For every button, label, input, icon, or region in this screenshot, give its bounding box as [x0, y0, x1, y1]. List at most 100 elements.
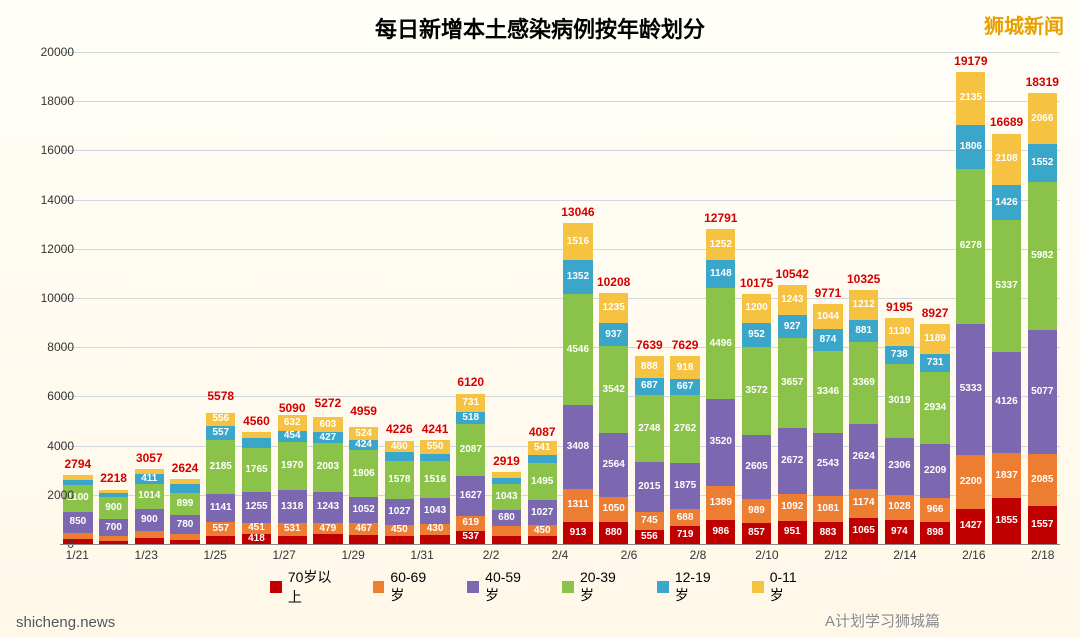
- bar-segment: 2209: [920, 444, 949, 498]
- total-label: 4087: [529, 425, 556, 439]
- x-tick-label: 2/4: [543, 548, 577, 568]
- bar-segment: 619: [456, 516, 485, 531]
- total-label: 10175: [740, 276, 773, 290]
- bar-segment: 3542: [599, 346, 628, 433]
- bar-segment: [242, 438, 271, 448]
- bar-group: 102088801050256435429371235: [596, 52, 632, 544]
- bar-segment: 4126: [992, 352, 1021, 453]
- bar-group: 495946710521906424524: [346, 52, 382, 544]
- bar-segment: 2087: [456, 424, 485, 475]
- bar-segment: [170, 484, 199, 492]
- x-tick-label: [370, 548, 404, 568]
- bar-segment: 1255: [242, 492, 271, 523]
- bar-segment: 603: [313, 417, 342, 432]
- stacked-bar: 71968818752762667918: [670, 356, 699, 544]
- watermark-left: shicheng.news: [16, 614, 115, 631]
- legend-label: 20-39岁: [580, 569, 629, 605]
- legend-item: 40-59岁: [467, 569, 534, 605]
- bar-group: 424143010431516550: [417, 52, 453, 544]
- bar-segment: 467: [349, 523, 378, 534]
- legend-label: 40-59岁: [485, 569, 534, 605]
- bar-group: 408745010271495541: [524, 52, 560, 544]
- bar-segment: 2200: [956, 455, 985, 509]
- bar-group: 1304691313113408454613521516: [560, 52, 596, 544]
- stacked-bar: 9001014411: [135, 469, 164, 544]
- bar-group: 527247912432003427603: [310, 52, 346, 544]
- bar-segment: 883: [813, 522, 842, 544]
- bar-segment: 1906: [349, 450, 378, 497]
- stacked-bar: 780899: [170, 479, 199, 544]
- total-label: 5578: [207, 389, 234, 403]
- bar-segment: 899: [170, 493, 199, 515]
- bar-segment: [135, 531, 164, 538]
- bar-segment: 780: [170, 515, 199, 534]
- bar-segment: 4546: [563, 294, 592, 406]
- bar-segment: 1092: [778, 494, 807, 521]
- bar-segment: 986: [706, 520, 735, 544]
- bar-group: 29196801043: [489, 52, 525, 544]
- bar-segment: 937: [599, 323, 628, 346]
- y-tick-label: 6000: [47, 389, 74, 403]
- bar-segment: 1578: [385, 461, 414, 500]
- x-tick-label: [646, 548, 680, 568]
- chart-container: 每日新增本土感染病例按年龄划分 狮城新闻 2794850110022187009…: [0, 0, 1080, 637]
- bar-segment: 424: [349, 440, 378, 450]
- bar-segment: 974: [885, 520, 914, 544]
- bar-group: 8927898966220929347311189: [917, 52, 953, 544]
- legend-item: 60-69岁: [373, 569, 440, 605]
- total-label: 6120: [457, 375, 484, 389]
- x-tick-label: 2/2: [474, 548, 508, 568]
- legend-swatch: [752, 581, 764, 593]
- stacked-bar: 55674520152748687888: [635, 356, 664, 544]
- bar-segment: 430: [420, 524, 449, 535]
- bar-segment: 952: [742, 323, 771, 346]
- total-label: 5090: [279, 401, 306, 415]
- stacked-bar: 10651174262433698811212: [849, 290, 878, 544]
- legend-swatch: [270, 581, 282, 593]
- bar-segment: 1243: [313, 492, 342, 523]
- total-label: 7629: [672, 338, 699, 352]
- bar-segment: 1130: [885, 318, 914, 346]
- bar-segment: 2306: [885, 438, 914, 495]
- total-label: 2794: [65, 457, 92, 471]
- bar-segment: 451: [242, 523, 271, 534]
- stacked-bar: 45010271578480: [385, 441, 414, 544]
- bar-segment: 1052: [349, 497, 378, 523]
- bar-segment: 1044: [813, 304, 842, 330]
- stacked-bar: 47912432003427603: [313, 417, 342, 544]
- bar-segment: 687: [635, 378, 664, 395]
- bar-segment: 1855: [992, 498, 1021, 544]
- x-tick-label: 1/29: [336, 548, 370, 568]
- x-tick-label: 2/12: [819, 548, 853, 568]
- total-label: 18319: [1026, 75, 1059, 89]
- bar-segment: 3657: [778, 338, 807, 428]
- bar-segment: 1027: [528, 500, 557, 525]
- bar-group: 19179142722005333627818062135: [953, 52, 989, 544]
- bar-group: 2624780899: [167, 52, 203, 544]
- bar-group: 7629 71968818752762667918: [667, 52, 703, 544]
- bar-segment: 1050: [599, 497, 628, 523]
- bar-segment: 479: [313, 523, 342, 535]
- bar-segment: 1243: [778, 285, 807, 316]
- x-tick-label: [439, 548, 473, 568]
- legend-swatch: [467, 581, 479, 593]
- x-tick-label: 2/14: [888, 548, 922, 568]
- legend-swatch: [373, 581, 385, 593]
- x-tick-label: 2/10: [750, 548, 784, 568]
- total-label: 2919: [493, 454, 520, 468]
- bar-group: 91959741028230630197381130: [882, 52, 918, 544]
- total-label: 7639: [636, 338, 663, 352]
- bar-segment: 427: [313, 432, 342, 443]
- y-tick-label: 12000: [41, 242, 74, 256]
- bar-segment: 518: [456, 412, 485, 425]
- bar-segment: 1552: [1028, 144, 1057, 182]
- chart-title: 每日新增本土感染病例按年龄划分: [375, 12, 705, 44]
- x-tick-label: [922, 548, 956, 568]
- legend-swatch: [657, 581, 669, 593]
- legend-swatch: [562, 581, 574, 593]
- bar-segment: [278, 536, 307, 544]
- total-label: 10325: [847, 272, 880, 286]
- bar-segment: 2085: [1028, 454, 1057, 505]
- bar-segment: 688: [670, 509, 699, 526]
- bar-segment: 550: [420, 440, 449, 454]
